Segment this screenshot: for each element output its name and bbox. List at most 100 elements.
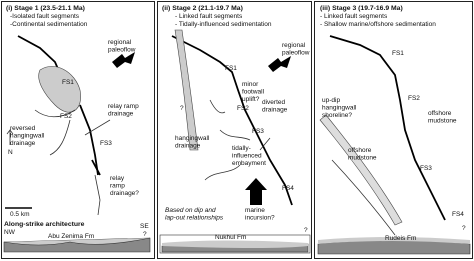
label-line: hangingwall	[10, 133, 45, 140]
note: - Linked fault segments	[175, 13, 243, 20]
label-line: drainage	[10, 140, 36, 147]
label: reversed hangingwall drainage	[10, 125, 45, 147]
drainage	[204, 99, 271, 181]
fault-label: FS1	[62, 79, 74, 86]
panel-title: (i) Stage 1 (23.5-21.1 Ma)	[6, 5, 85, 12]
fault	[171, 35, 293, 206]
panel-frame	[314, 1, 473, 259]
fault	[91, 159, 101, 176]
note: -Isolated fault segments	[10, 13, 80, 20]
label: relay ramp drainage	[108, 103, 139, 118]
label-line: hangingwall	[322, 105, 357, 112]
panel-frame	[1, 1, 155, 259]
drainage	[34, 109, 111, 216]
label-line: embayment	[232, 160, 266, 167]
sediment-fan	[38, 66, 81, 113]
label-line: ramp	[110, 183, 125, 190]
fault-label: FS1	[225, 65, 237, 72]
label-line: regional	[282, 42, 306, 49]
label-line: influenced	[232, 153, 262, 160]
label-line: marine	[245, 207, 265, 214]
fault	[79, 104, 99, 176]
label-line: reversed	[10, 125, 36, 132]
fault-label: FS2	[408, 95, 420, 102]
label-line: paleoflow	[108, 47, 136, 54]
label-line: drainage	[262, 107, 288, 114]
fault-label: FS4	[282, 185, 294, 192]
note: - Linked fault segments	[320, 13, 388, 20]
panel-frame	[157, 1, 312, 259]
note: -Continental sedimentation	[10, 21, 88, 28]
note: - Tidally-influenced sedimentation	[175, 21, 272, 28]
label-line: mudstone	[348, 155, 377, 162]
fault-label: FS3	[100, 140, 112, 147]
panel-title: (ii) Stage 2 (21.1-19.7 Ma)	[162, 5, 243, 12]
label: 0.5 km	[10, 211, 30, 218]
label-line: regional	[108, 39, 132, 46]
label: hangingwall drainage	[175, 135, 210, 150]
label-line: tidally-	[232, 145, 251, 152]
panel-3-map	[317, 35, 471, 255]
label-line: lap-out relationships	[165, 215, 224, 222]
panel-1-map	[3, 35, 151, 253]
label: NW	[4, 229, 16, 236]
section-title: Along-strike architecture	[4, 221, 85, 228]
label: ?	[462, 225, 466, 232]
formation-label: Rudeis Fm	[385, 235, 416, 242]
channel	[174, 29, 199, 151]
panel-2-map	[159, 29, 311, 254]
paleoflow-arrow	[268, 56, 291, 72]
section-title: Based on dip and lap-out relationships	[165, 207, 224, 222]
label-line: drainage	[175, 143, 201, 150]
fault-label: FS4	[452, 211, 464, 218]
label-line: diverted	[262, 99, 286, 106]
formation-layer	[162, 240, 308, 248]
label: diverted drainage	[262, 99, 288, 114]
fault-label: FS3	[420, 165, 432, 172]
label: SE	[140, 223, 149, 230]
marine-arrow	[245, 178, 267, 205]
formation-label: Abu Zenima Fm	[48, 233, 94, 240]
fault-label: FS2	[237, 105, 249, 112]
label-line: mudstone	[428, 118, 457, 125]
label: up-dip hangingwall shoreline?	[322, 97, 357, 119]
label-line: shoreline?	[322, 112, 352, 119]
fault	[329, 35, 446, 221]
label-line: hangingwall	[175, 135, 210, 142]
label-line: footwall	[242, 89, 265, 96]
label: ?	[304, 227, 308, 234]
label-line: uplift?	[242, 96, 260, 103]
label: N	[8, 149, 13, 156]
label-line: drainage?	[110, 190, 139, 197]
label-line: relay	[110, 175, 125, 182]
fault-label: FS1	[392, 50, 404, 57]
label: minor footwall uplift?	[242, 81, 265, 103]
label-line: Based on dip and	[165, 207, 216, 214]
note: - Shallow marine/offshore sedimentation	[320, 21, 436, 28]
label-line: offshore	[428, 110, 452, 117]
label-line: drainage	[108, 111, 134, 118]
fault-label: FS2	[60, 113, 72, 120]
label: relay ramp drainage?	[110, 175, 139, 197]
label-line: minor	[242, 81, 259, 88]
label: tidally-influenced embayment	[232, 145, 266, 167]
label-line: paleoflow	[282, 50, 310, 57]
label: offshore mudstone	[428, 110, 457, 125]
panel-title: (iii) Stage 3 (19.7-16.9 Ma)	[320, 5, 403, 12]
fault-label: FS3	[252, 128, 264, 135]
label: marine incursion?	[245, 207, 275, 222]
label-line: relay ramp	[108, 103, 139, 110]
shoreline-band	[319, 114, 403, 226]
shoreline	[331, 159, 396, 236]
label-line: up-dip	[322, 97, 340, 104]
label-line: offshore	[348, 147, 372, 154]
north-arrow	[6, 129, 14, 145]
formation-layer	[318, 237, 470, 244]
formation-label: Nukhul Fm	[215, 234, 246, 241]
label: ?	[180, 105, 184, 112]
label: regional paleoflow	[282, 42, 310, 57]
paleoflow-arrow	[112, 52, 135, 68]
label-line: incursion?	[245, 215, 275, 222]
